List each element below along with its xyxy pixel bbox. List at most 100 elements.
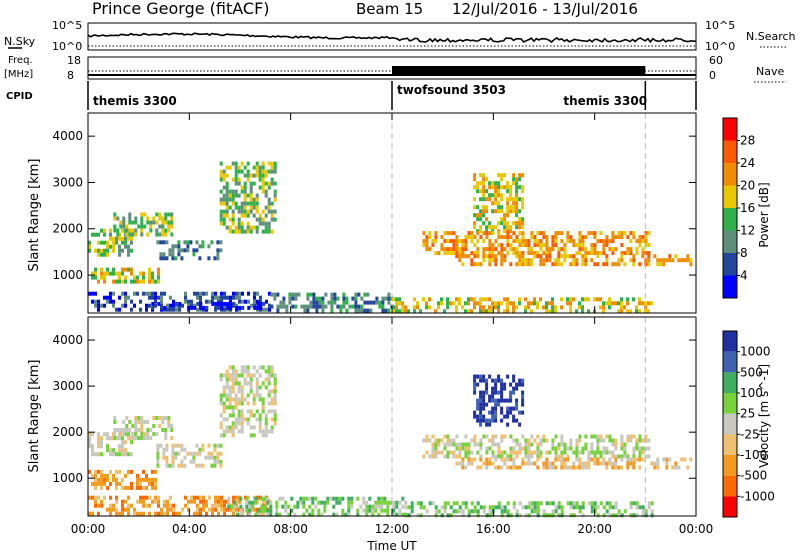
data-cell: [219, 248, 223, 253]
data-cell: [611, 262, 615, 267]
data-cell: [548, 501, 552, 506]
data-cell: [237, 429, 241, 434]
data-cell: [506, 309, 509, 314]
data-cell: [330, 308, 334, 313]
data-cell: [273, 385, 277, 390]
data-cell: [623, 446, 627, 451]
data-cell: [572, 258, 576, 263]
data-cell: [134, 436, 138, 440]
data-cell: [267, 229, 271, 234]
data-cell: [518, 450, 522, 455]
data-cell: [134, 428, 138, 432]
data-cell: [121, 507, 124, 512]
data-cell: [220, 507, 223, 512]
data-cell: [217, 295, 220, 300]
data-cell: [518, 185, 522, 190]
data-cell: [252, 365, 256, 370]
data-cell: [638, 454, 642, 459]
data-cell: [524, 438, 528, 443]
data-cell: [193, 499, 196, 504]
data-cell: [106, 244, 109, 249]
data-cell: [527, 457, 531, 462]
data-cell: [503, 382, 507, 387]
data-cell: [545, 301, 548, 306]
data-cell: [234, 201, 238, 206]
data-cell: [190, 305, 194, 310]
data-cell: [128, 420, 132, 424]
data-cell: [270, 201, 274, 206]
data-cell: [476, 247, 480, 252]
data-cell: [500, 398, 504, 403]
data-cell: [596, 297, 599, 302]
data-cell: [219, 425, 223, 430]
data-cell: [291, 304, 295, 309]
data-cell: [566, 465, 570, 470]
data-cell: [387, 296, 391, 301]
data-cell: [509, 465, 513, 470]
data-cell: [569, 297, 572, 302]
data-cell: [130, 485, 133, 490]
data-cell: [273, 209, 277, 214]
data-cell: [518, 301, 521, 306]
data-cell: [614, 501, 618, 506]
data-cell: [545, 309, 548, 314]
data-cell: [584, 297, 587, 302]
data-cell: [155, 220, 159, 225]
data-cell: [284, 508, 288, 513]
data-cell: [494, 414, 498, 419]
data-cell: [220, 495, 223, 500]
data-cell: [248, 504, 252, 509]
data-cell: [148, 495, 151, 500]
data-cell: [683, 457, 687, 462]
data-cell: [339, 304, 343, 309]
data-cell: [264, 221, 268, 226]
data-cell: [395, 512, 399, 517]
data-cell: [240, 189, 244, 194]
data-cell: [515, 205, 519, 210]
data-cell: [142, 477, 145, 482]
data-cell: [491, 309, 494, 314]
data-cell: [311, 496, 315, 501]
data-cell: [632, 254, 636, 259]
data-cell: [128, 436, 132, 440]
data-cell: [416, 501, 420, 506]
data-cell: [161, 224, 165, 229]
data-cell: [261, 161, 265, 166]
data-cell: [398, 500, 402, 505]
data-cell: [509, 457, 513, 462]
data-cell: [536, 465, 540, 470]
data-cell: [270, 304, 274, 309]
data-cell: [578, 243, 582, 248]
data-cell: [542, 305, 545, 310]
data-cell: [348, 304, 352, 309]
data-cell: [587, 461, 591, 466]
data-cell: [249, 173, 253, 178]
data-cell: [190, 495, 193, 500]
data-cell: [366, 300, 370, 305]
data-cell: [491, 258, 495, 263]
data-cell: [539, 454, 543, 459]
data-cell: [234, 369, 238, 374]
data-cell: [314, 496, 318, 501]
data-cell: [506, 513, 510, 518]
data-cell: [506, 201, 510, 206]
data-cell: [590, 434, 594, 439]
data-cell: [608, 434, 612, 439]
power-ylabel: Slant Range [km]: [27, 159, 42, 272]
data-cell: [656, 258, 660, 263]
data-cell: [273, 161, 277, 166]
data-cell: [354, 304, 358, 309]
noise-right-tick-bottom: 10^0: [705, 40, 735, 53]
data-cell: [281, 504, 285, 509]
data-cell: [569, 301, 572, 306]
data-cell: [360, 304, 364, 309]
data-cell: [234, 401, 238, 406]
data-cell: [410, 501, 414, 506]
data-cell: [581, 262, 585, 267]
data-cell: [193, 511, 196, 516]
data-cell: [199, 299, 202, 304]
data-cell: [241, 511, 244, 516]
data-cell: [560, 305, 563, 310]
data-cell: [440, 301, 443, 306]
data-cell: [228, 429, 232, 434]
